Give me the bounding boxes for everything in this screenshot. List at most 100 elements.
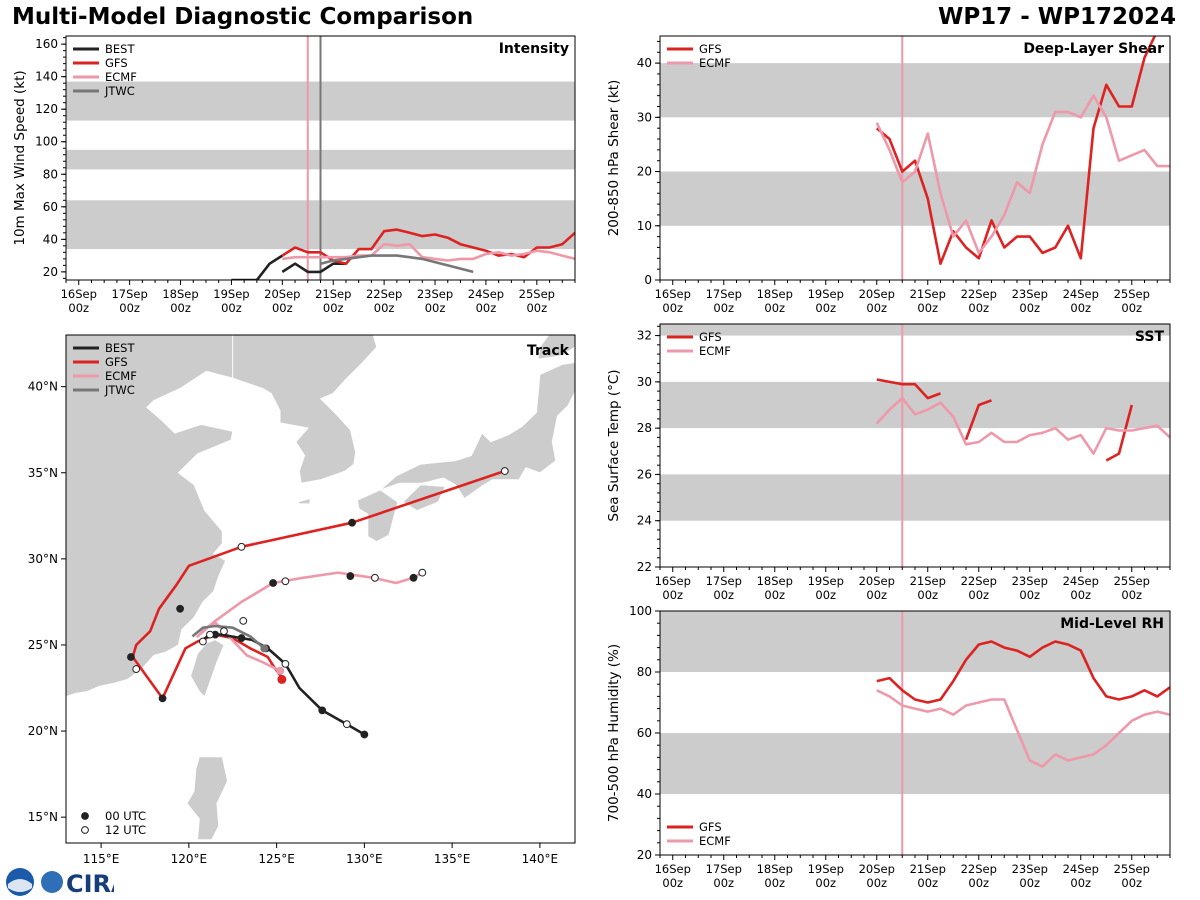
lat-tick-label: 15°N (28, 810, 58, 824)
panel-title: SST (1135, 329, 1165, 345)
marker-legend-symbol (81, 812, 89, 820)
legend-label: ECMF (699, 344, 731, 358)
panel-title: Deep-Layer Shear (1023, 41, 1164, 57)
y-tick-label: 80 (637, 665, 652, 679)
y-tick-label: 20 (43, 265, 58, 279)
x-tick-label: 18Sep (757, 287, 793, 301)
legend-label: BEST (105, 341, 135, 355)
track-marker (239, 616, 248, 625)
land-japan_honshu (379, 362, 575, 500)
legend-label: GFS (105, 56, 128, 70)
y-tick-label: 30 (637, 110, 652, 124)
legend-label: GFS (699, 42, 722, 56)
lon-tick-label: 135°E (434, 852, 471, 866)
x-tick-label: 20Sep (264, 287, 300, 301)
y-tick-label: 40 (637, 787, 652, 801)
x-tick-label: 00z (1121, 301, 1142, 315)
x-tick-label: 00z (968, 876, 989, 890)
x-tick-label: 17Sep (111, 287, 147, 301)
x-tick-label: 24Sep (1063, 287, 1099, 301)
x-tick-label: 00z (374, 301, 395, 315)
x-tick-label: 24Sep (1063, 862, 1099, 876)
x-tick-label: 00z (425, 301, 446, 315)
shaded-band (660, 63, 1170, 118)
x-tick-label: 00z (476, 301, 497, 315)
track-ecmf-line (196, 571, 423, 672)
x-tick-label: 19Sep (808, 862, 844, 876)
y-tick-label: 140 (35, 70, 58, 84)
lat-tick-label: 40°N (28, 380, 58, 394)
series-jtwc-line (320, 254, 474, 274)
x-tick-label: 00z (1070, 301, 1091, 315)
x-tick-label: 00z (68, 301, 89, 315)
x-tick-label: 00z (272, 301, 293, 315)
lon-tick-label: 120°E (171, 852, 208, 866)
panel-sst: 22242628303216Sep00z17Sep00z18Sep00z19Se… (606, 323, 1171, 602)
legend-label: ECMF (699, 834, 731, 848)
y-tick-label: 28 (637, 421, 652, 435)
series-ecmf-line (282, 242, 575, 262)
y-tick-label: 26 (637, 467, 652, 481)
legend-label: ECMF (105, 369, 137, 383)
x-tick-label: 16Sep (61, 287, 97, 301)
x-tick-label: 20Sep (859, 574, 895, 588)
x-tick-label: 00z (713, 588, 734, 602)
y-axis-label: 10m Max Wind Speed (kt) (12, 70, 28, 245)
y-tick-label: 120 (35, 102, 58, 116)
lat-tick-label: 30°N (28, 552, 58, 566)
plot-area (66, 36, 575, 280)
series-gfs-line (1105, 404, 1134, 462)
x-tick-label: 23Sep (417, 287, 453, 301)
series-best-line (281, 262, 346, 274)
x-tick-label: 00z (323, 301, 344, 315)
x-tick-label: 00z (764, 588, 785, 602)
land-taiwan (190, 639, 225, 698)
y-tick-label: 0 (644, 273, 652, 287)
y-tick-label: 60 (43, 200, 58, 214)
series-gfs-line (964, 399, 992, 441)
shaded-band (660, 474, 1170, 521)
panel-track: 115°E 120°E 125°E 130°E 135°E 140°E 15°N 20°N 25… (28, 334, 576, 866)
x-tick-label: 00z (917, 876, 938, 890)
legend-label: JTWC (104, 383, 135, 397)
x-tick-label: 00z (1121, 876, 1142, 890)
track-marker (176, 604, 184, 613)
shaded-band (660, 171, 1170, 226)
x-tick-label: 22Sep (961, 862, 997, 876)
logo-text: CIRA (66, 870, 114, 898)
marker-legend-label: 12 UTC (105, 823, 146, 837)
y-tick-label: 80 (43, 167, 58, 181)
y-tick-label: 160 (35, 37, 58, 51)
x-tick-label: 22Sep (961, 287, 997, 301)
track-marker (418, 568, 427, 577)
track-marker (281, 577, 290, 586)
x-tick-label: 00z (866, 301, 887, 315)
plot-area (660, 36, 1170, 280)
cira-logo: CIRA (6, 868, 114, 898)
legend-label: GFS (105, 355, 128, 369)
lon-tick-label: 125°E (258, 852, 295, 866)
noaa-bird-icon (8, 879, 32, 892)
x-tick-label: 00z (662, 301, 683, 315)
y-tick-label: 22 (637, 560, 652, 574)
track-marker (360, 730, 369, 739)
marker-legend-symbol (81, 826, 89, 834)
legend-label: ECMF (699, 56, 731, 70)
lon-tick-label: 115°E (83, 852, 120, 866)
plot-area (660, 324, 1170, 567)
x-tick-label: 00z (815, 588, 836, 602)
x-tick-label: 17Sep (706, 574, 742, 588)
land-luzon (186, 756, 228, 840)
lat-tick-label: 35°N (28, 466, 58, 480)
track-marker (237, 634, 246, 642)
x-tick-label: 00z (866, 588, 887, 602)
panel-title: Track (527, 343, 570, 359)
x-tick-label: 00z (713, 876, 734, 890)
legend-label: GFS (699, 820, 722, 834)
y-tick-label: 10 (637, 219, 652, 233)
x-tick-label: 00z (815, 301, 836, 315)
y-tick-label: 40 (43, 232, 58, 246)
legend-label: ECMF (105, 70, 137, 84)
storm-id: WP17 - WP172024 (937, 4, 1176, 30)
